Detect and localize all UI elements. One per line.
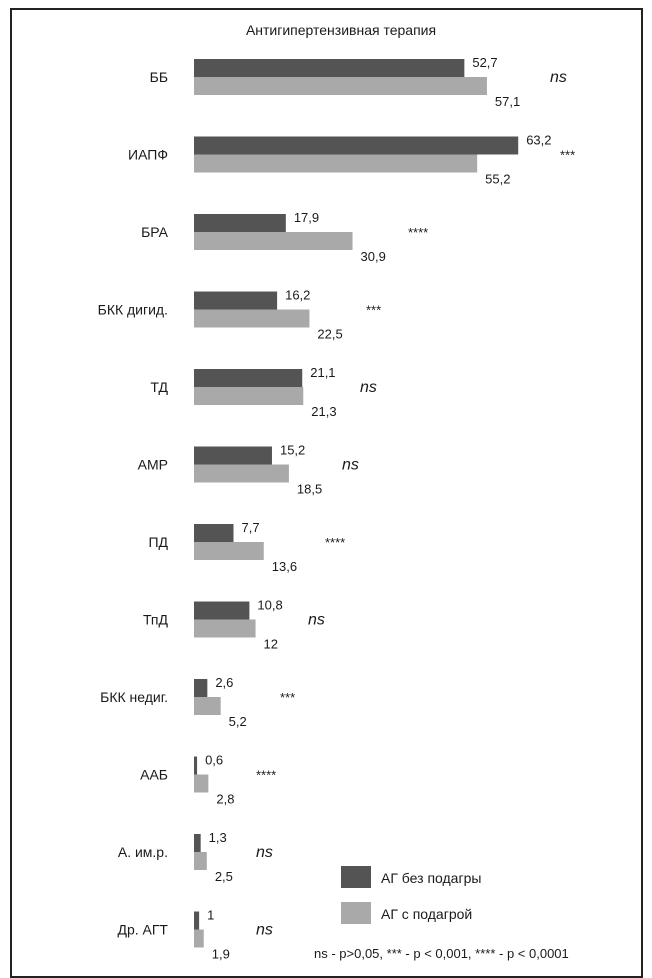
significance-marker: ****	[408, 225, 428, 240]
category-label: ТпД	[143, 612, 169, 628]
bar-series-2	[194, 232, 353, 250]
significance-marker: ***	[280, 690, 295, 705]
bar-series-1	[194, 834, 201, 852]
category-label: ББ	[150, 69, 168, 85]
category-label: БКК недиг.	[100, 689, 168, 705]
category-label: Др. АГТ	[117, 922, 168, 938]
chart-rows: ББ 52,7 57,1 ns ИАПФ 63,2 55,2 *** БРА 17,9 30,9 **…	[98, 55, 576, 962]
data-label-series-2: 2,5	[215, 869, 233, 884]
bar-series-1	[194, 446, 272, 465]
data-label-series-2: 57,1	[495, 94, 520, 109]
bar-series-2	[194, 542, 264, 560]
bar-series-2	[194, 774, 209, 793]
data-label-series-1: 15,2	[280, 443, 305, 458]
bar-series-2	[194, 619, 256, 638]
bar-series-2	[194, 852, 207, 870]
data-label-series-2: 30,9	[361, 249, 386, 264]
significance-marker: ***	[366, 303, 381, 318]
data-label-series-1: 0,6	[205, 753, 223, 768]
category-label: БРА	[141, 224, 169, 240]
bar-series-1	[194, 59, 465, 77]
bar-series-1	[194, 369, 303, 387]
bar-series-1	[194, 291, 278, 310]
legend: АГ без подагры АГ с подагрой	[341, 866, 481, 924]
data-label-series-2: 1,9	[212, 947, 230, 962]
bar-series-2	[194, 77, 487, 95]
bar-series-2	[194, 697, 221, 715]
data-label-series-2: 12	[264, 637, 278, 652]
legend-label-series-1: АГ без подагры	[381, 870, 481, 886]
significance-footnote: ns - p>0,05, *** - p < 0,001, **** - p <…	[314, 946, 569, 961]
data-label-series-2: 22,5	[317, 327, 342, 342]
category-label: ИАПФ	[128, 147, 168, 163]
data-label-series-1: 63,2	[526, 133, 551, 148]
category-label: БКК дигид.	[98, 302, 168, 318]
bar-series-2	[194, 929, 204, 948]
category-label: ААБ	[140, 767, 168, 783]
significance-marker: ****	[256, 768, 276, 783]
significance-marker: ns	[256, 922, 273, 939]
data-label-series-2: 18,5	[297, 482, 322, 497]
data-label-series-1: 17,9	[294, 210, 319, 225]
data-label-series-1: 7,7	[242, 520, 260, 535]
bar-series-2	[194, 464, 289, 483]
significance-marker: ns	[360, 379, 377, 396]
bar-series-2	[194, 387, 304, 405]
bar-series-1	[194, 136, 519, 155]
legend-swatch-series-2	[341, 902, 371, 924]
bar-series-2	[194, 309, 310, 328]
category-label: ТД	[150, 379, 168, 395]
data-label-series-1: 1,3	[209, 830, 227, 845]
bar-series-2	[194, 154, 478, 173]
data-label-series-1: 52,7	[472, 55, 497, 70]
significance-marker: ***	[560, 148, 575, 163]
bar-series-1	[194, 214, 286, 232]
legend-swatch-series-1	[341, 866, 371, 888]
bar-series-1	[194, 524, 234, 542]
significance-marker: ns	[342, 457, 359, 474]
significance-marker: ns	[550, 69, 567, 86]
data-label-series-2: 2,8	[216, 792, 234, 807]
data-label-series-1: 1	[207, 908, 214, 923]
data-label-series-2: 5,2	[229, 714, 247, 729]
category-label: АМР	[138, 457, 168, 473]
data-label-series-1: 10,8	[257, 598, 282, 613]
chart-title: Антигипертензивная терапия	[246, 22, 436, 38]
data-label-series-1: 2,6	[215, 675, 233, 690]
category-label: ПД	[148, 534, 168, 550]
data-label-series-1: 21,1	[310, 365, 335, 380]
bar-series-1	[194, 601, 250, 620]
significance-marker: ns	[256, 844, 273, 861]
significance-marker: ns	[308, 612, 325, 629]
significance-marker: ****	[325, 535, 345, 550]
bar-series-1	[194, 911, 200, 930]
bar-series-1	[194, 679, 208, 697]
data-label-series-1: 16,2	[285, 288, 310, 303]
category-label: А. им.р.	[118, 844, 168, 860]
data-label-series-2: 21,3	[311, 404, 336, 419]
data-label-series-2: 13,6	[272, 559, 297, 574]
data-label-series-2: 55,2	[485, 172, 510, 187]
legend-label-series-2: АГ с подагрой	[381, 906, 472, 922]
bar-series-1	[194, 756, 198, 775]
